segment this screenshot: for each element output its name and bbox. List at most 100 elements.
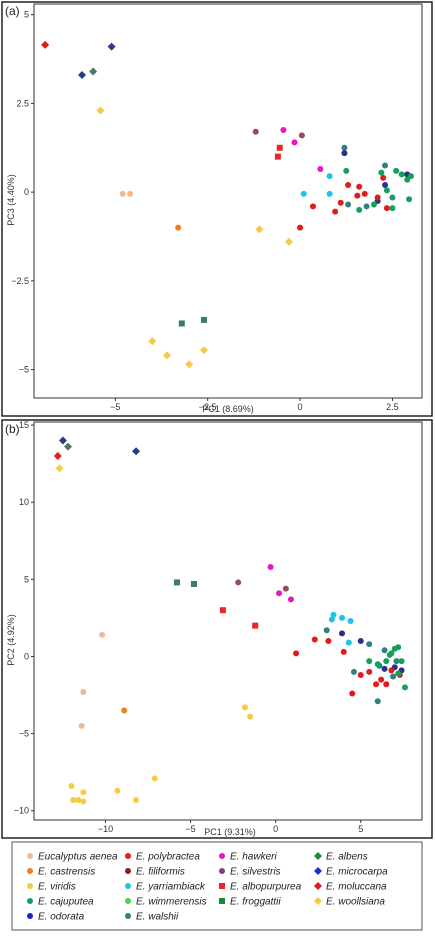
- panel-a-ytick-label: −2.5: [11, 276, 29, 286]
- panel-b-point-cajuputea: [388, 650, 395, 657]
- panel-a-point-albens: [89, 67, 98, 76]
- panel-a-point-cajuputea: [383, 187, 390, 194]
- panel-a-point-cajuputea: [407, 173, 414, 180]
- legend-entry-walshii: E. walshii: [125, 912, 179, 923]
- legend-label-walshii: E. walshii: [136, 912, 179, 923]
- legend-label-odorata: E. odorata: [38, 912, 85, 923]
- legend-marker-walshii: [125, 913, 131, 919]
- legend-marker-silvestris: [219, 868, 225, 874]
- panel-a-point-polybractea: [356, 183, 363, 190]
- panel-b-point-polybractea: [388, 667, 395, 674]
- legend-label-yarriambiack: E. yarriambiack: [136, 882, 206, 893]
- panel-b-point-viridis: [70, 796, 77, 803]
- panel-a-point-cajuputea: [370, 201, 377, 208]
- panel-b-point-polybractea: [325, 638, 332, 645]
- panel-a-point-aenea: [119, 190, 126, 197]
- panel-a-point-woollsiana: [148, 337, 157, 346]
- panel-a-point-walshii: [345, 201, 352, 208]
- panel-a: (a) −5 −2.5 0 2.5 −5 −2.5 0 2.5 5 PC1 (8.69%) PC…: [1, 1, 433, 417]
- legend-marker-yarriambiack: [125, 883, 131, 889]
- panel-b-point-walshii: [350, 668, 357, 675]
- panel-b-point-polybractea: [340, 648, 347, 655]
- panel-b-point-froggattii: [190, 580, 197, 587]
- panel-a-point-cajuputea: [406, 196, 413, 203]
- panel-b-point-viridis: [242, 704, 249, 711]
- panel-b-point-cajuputea: [395, 670, 402, 677]
- panel-a-ytick-label: 5: [24, 10, 29, 20]
- panel-a-point-cajuputea: [343, 167, 350, 174]
- panel-b-point-hawkeri: [276, 590, 283, 597]
- panel-b-point-polybractea: [366, 668, 373, 675]
- panel-b-frame: [1, 419, 433, 839]
- legend-label-hawkeri: E. hawkeri: [230, 852, 277, 863]
- legend-marker-microcarpa: [314, 867, 322, 875]
- legend-marker-woollsiana: [314, 897, 322, 905]
- panel-a-point-woollsiana: [284, 237, 293, 246]
- panel-b-point-walshii: [393, 658, 400, 665]
- panel-b-xtick-label: −10: [98, 824, 113, 834]
- panel-a-point-cajuputea: [393, 167, 400, 174]
- legend-entry-castrensis: E. castrensis: [27, 867, 95, 878]
- panel-b-point-viridis: [151, 775, 158, 782]
- panel-a-point-froggattii: [200, 316, 207, 323]
- panel-a-point-silvestris: [252, 128, 259, 135]
- panel-b-point-cajuputea: [398, 658, 405, 665]
- panel-b-point-walshii: [366, 641, 373, 648]
- panel-b-point-polybractea: [373, 681, 380, 688]
- panel-b-point-aenea: [78, 722, 85, 729]
- panel-b-point-cajuputea: [374, 661, 381, 668]
- panel-b-label: (b): [5, 422, 20, 436]
- legend-entry-cajuputea: E. cajuputea: [27, 897, 94, 908]
- panel-b-point-viridis: [68, 783, 75, 790]
- panel-a-point-silvestris: [298, 132, 305, 139]
- panel-a-frame: [1, 1, 433, 417]
- legend-marker-odorata: [27, 913, 33, 919]
- panel-a-xtick-label: −5: [110, 402, 120, 412]
- panel-a-point-woollsiana: [96, 106, 105, 115]
- legend-entry-hawkeri: E. hawkeri: [219, 852, 277, 863]
- panel-a-point-microcarpa: [78, 70, 87, 79]
- panel-b-point-odorata: [339, 630, 346, 637]
- panel-a-point-cajuputea: [378, 169, 385, 176]
- panel-a-xtick-label: 2.5: [386, 402, 399, 412]
- legend-entry-aenea: Eucalyptus aenea: [27, 852, 118, 863]
- legend-entry-microcarpa: E. microcarpa: [314, 867, 388, 878]
- panel-b-point-odorata: [381, 665, 388, 672]
- panel-a-ytick-label: 0: [24, 187, 29, 197]
- panel-a-point-aenea: [127, 190, 134, 197]
- panel-b-ytick-label: −10: [14, 806, 29, 816]
- panel-b-point-polybractea: [293, 650, 300, 657]
- legend-label-froggattii: E. froggattii: [230, 897, 281, 908]
- legend-label-woollsiana: E. woollsiana: [326, 897, 385, 908]
- panel-a-point-albopurpurea: [274, 153, 281, 160]
- panel-a-point-woollsiana: [163, 351, 172, 360]
- panel-b-point-viridis: [80, 798, 87, 805]
- panel-b-point-yarriambiack: [330, 611, 337, 618]
- panel-a-plot-area: [33, 3, 423, 399]
- panel-a-ytick-label: −5: [19, 365, 29, 375]
- panel-b-point-odorata: [357, 638, 364, 645]
- panel-a-point-woollsiana: [185, 360, 194, 369]
- panel-a-point-yarriambiack: [326, 190, 333, 197]
- legend-marker-viridis: [27, 883, 33, 889]
- panel-a-point-polybractea: [380, 174, 387, 181]
- panel-b-ytick-label: 0: [24, 651, 29, 661]
- panel-a-point-walshii: [363, 203, 370, 210]
- legend-marker-castrensis: [27, 868, 33, 874]
- legend-entry-froggattii: E. froggattii: [219, 897, 281, 908]
- panel-a-xtick-label: −2.5: [199, 402, 217, 412]
- panel-b-point-yarriambiack: [328, 616, 335, 623]
- panel-b: (b) −10 −5 0 5 −10 −5 0 5 10 15 PC1 (9.31%) PC2 (…: [1, 419, 433, 839]
- legend-box: [11, 841, 423, 931]
- panel-b-point-moluccana: [53, 451, 62, 460]
- legend-label-filiformis: E. filiformis: [136, 867, 185, 878]
- legend-marker-froggattii: [219, 898, 225, 904]
- panel-b-point-yarriambiack: [345, 639, 352, 646]
- panel-b-point-cajuputea: [383, 658, 390, 665]
- panel-b-ticks: −10 −5 0 5 −10 −5 0 5 10 15: [14, 420, 364, 834]
- legend-marker-albopurpurea: [219, 883, 225, 889]
- legend-label-castrensis: E. castrensis: [38, 867, 95, 878]
- panel-b-point-polybractea: [383, 681, 390, 688]
- panel-b-ytick-label: −5: [19, 729, 29, 739]
